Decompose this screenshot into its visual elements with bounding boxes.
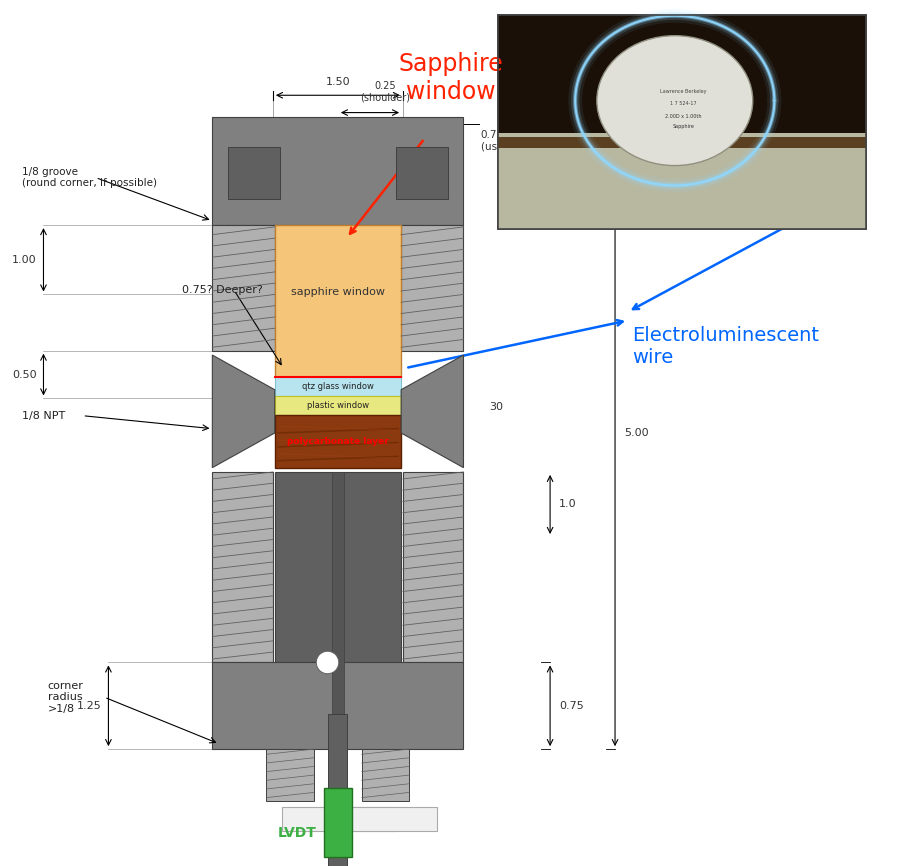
Text: 0.75? Deeper?: 0.75? Deeper?: [182, 285, 263, 295]
Bar: [323, 788, 352, 857]
Text: 5.00: 5.00: [623, 428, 649, 438]
Polygon shape: [213, 355, 275, 468]
Bar: [275, 377, 401, 396]
Text: 1.00: 1.00: [12, 255, 37, 265]
Text: corner
radius
>1/8: corner radius >1/8: [48, 681, 84, 714]
Bar: [267, 749, 314, 801]
Text: plastic window: plastic window: [307, 401, 369, 410]
Bar: [282, 807, 395, 831]
Text: sapphire window: sapphire window: [291, 288, 385, 297]
Ellipse shape: [596, 36, 752, 165]
Text: 1.0: 1.0: [559, 500, 577, 509]
Text: 1/8 NPT: 1/8 NPT: [22, 410, 65, 421]
Polygon shape: [401, 355, 463, 468]
Bar: [213, 225, 275, 351]
Text: 1/8 groove
(round corner, if possible): 1/8 groove (round corner, if possible): [22, 167, 157, 188]
Bar: [401, 225, 463, 351]
Text: polycarbonate layer: polycarbonate layer: [287, 436, 389, 446]
Bar: [213, 662, 463, 749]
Text: 0.75: 0.75: [559, 701, 584, 711]
Bar: [275, 415, 401, 468]
Text: 0.50: 0.50: [12, 370, 37, 380]
Bar: [332, 472, 343, 749]
Circle shape: [316, 651, 339, 674]
Bar: [275, 396, 401, 415]
Text: 0.25
(shoulder): 0.25 (shoulder): [360, 81, 411, 102]
Text: 0.75-1.00
(use min): 0.75-1.00 (use min): [481, 130, 531, 152]
Bar: [228, 147, 280, 199]
Bar: [396, 147, 448, 199]
Text: 1.50: 1.50: [325, 76, 350, 87]
Text: 1 7 524-17: 1 7 524-17: [670, 100, 696, 106]
Bar: [213, 472, 273, 662]
Bar: [498, 132, 866, 229]
Bar: [275, 472, 401, 662]
Text: 1.25: 1.25: [77, 701, 102, 711]
Bar: [361, 749, 409, 801]
Text: Sapphire: Sapphire: [672, 124, 695, 129]
Bar: [275, 225, 401, 377]
Bar: [403, 472, 463, 662]
Bar: [498, 15, 866, 229]
Bar: [498, 15, 866, 132]
Bar: [328, 714, 348, 866]
Text: qtz glass window: qtz glass window: [302, 382, 374, 391]
Text: LVDT: LVDT: [278, 826, 317, 840]
Bar: [350, 807, 437, 831]
Text: Electroluminescent
wire: Electroluminescent wire: [633, 326, 819, 367]
Text: Lawrence Berkeley: Lawrence Berkeley: [660, 89, 706, 94]
Bar: [498, 15, 866, 229]
Text: 30: 30: [489, 402, 504, 412]
Text: Sapphire
window: Sapphire window: [398, 52, 503, 104]
Bar: [498, 138, 866, 148]
Text: 2.00D x 1.00th: 2.00D x 1.00th: [665, 113, 702, 119]
Bar: [213, 117, 463, 225]
